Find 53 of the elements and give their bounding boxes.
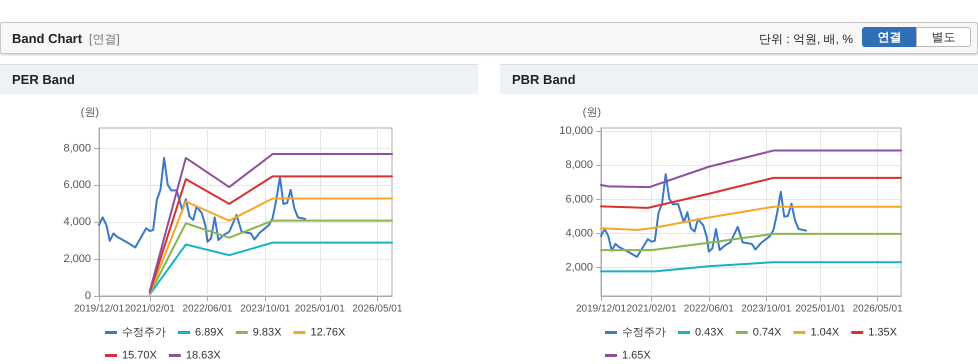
- text: 단위 : 억원, 배, %: [758, 31, 853, 48]
- legend-label: 1.04X: [810, 326, 840, 338]
- x-tick-label: 2023/10/01: [240, 304, 291, 314]
- y-tick-label: 4,000: [63, 216, 91, 228]
- text: Band Chart: [12, 31, 82, 46]
- y-axis-title: (원): [80, 106, 99, 118]
- x-tick-label: 2023/10/01: [741, 304, 792, 314]
- legend-label: 0.74X: [752, 326, 782, 338]
- line-series: [98, 156, 306, 248]
- legend-label: 15.70X: [122, 350, 158, 362]
- y-tick-label: 10,000: [559, 125, 593, 138]
- y-tick-label: 2,000: [565, 262, 593, 274]
- chart-title: PBR Band: [500, 64, 978, 94]
- x-tick-label: 2021/02/01: [124, 304, 176, 314]
- line-series: [600, 176, 902, 209]
- y-tick-label: 4,000: [565, 228, 593, 240]
- x-tick-label: 2021/02/01: [626, 304, 677, 314]
- y-axis-title: (원): [582, 106, 601, 118]
- line-series: [148, 175, 393, 293]
- line-series: [148, 198, 393, 294]
- legend-label: 1.35X: [868, 326, 898, 338]
- line-series: [148, 153, 393, 292]
- x-tick-label: 2025/01/01: [294, 304, 346, 314]
- x-tick-label: 2019/12/01: [576, 304, 626, 314]
- x-tick-label: 2026/05/01: [852, 304, 904, 314]
- text: [연결]: [89, 31, 120, 48]
- chart-title: PER Band: [0, 64, 478, 94]
- line-series: [600, 150, 902, 188]
- x-tick-label: 2022/06/01: [182, 304, 233, 314]
- legend-label: 18.63X: [186, 350, 222, 362]
- legend-label: 수정주가: [122, 326, 166, 338]
- y-tick-label: 2,000: [63, 253, 91, 266]
- line-series: [148, 220, 393, 295]
- legend-label: 12.76X: [310, 326, 346, 338]
- x-tick-label: 2025/01/01: [795, 304, 846, 314]
- y-tick-label: 8,000: [63, 142, 91, 154]
- legend-label: 9.83X: [252, 326, 282, 338]
- y-tick-label: 6,000: [63, 179, 91, 192]
- y-tick-label: 8,000: [565, 159, 593, 172]
- text: 연결: [862, 27, 917, 47]
- y-tick-label: 0: [84, 290, 91, 302]
- x-tick-label: 2026/05/01: [352, 304, 403, 314]
- legend-label: 1.65X: [622, 350, 652, 362]
- line-series: [600, 206, 902, 231]
- legend-label: 0.43X: [695, 326, 724, 338]
- x-tick-label: 2019/12/01: [74, 304, 124, 314]
- line-series: [600, 173, 807, 258]
- legend-label: 수정주가: [622, 326, 666, 338]
- legend-label: 6.89X: [195, 326, 224, 338]
- text: 별도: [916, 27, 971, 47]
- line-series: [148, 242, 393, 296]
- y-tick-label: 6,000: [565, 193, 593, 206]
- x-tick-label: 2022/06/01: [684, 304, 734, 314]
